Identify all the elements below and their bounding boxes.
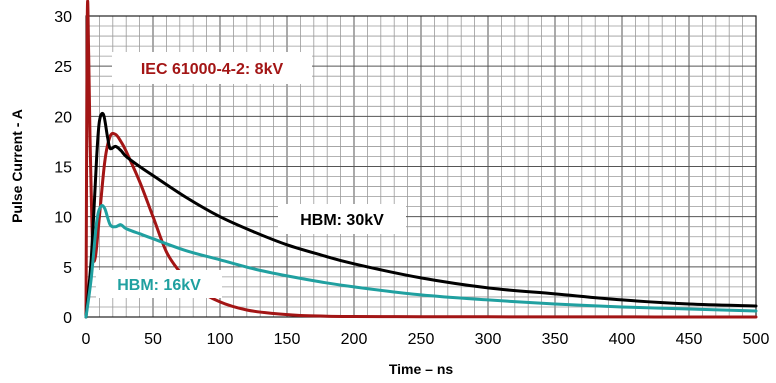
y-axis-title: Pulse Current - A: [9, 109, 25, 223]
x-axis-title: Time – ns: [389, 361, 454, 377]
x-tick-label: 500: [743, 331, 770, 348]
y-tick-label: 15: [54, 160, 72, 177]
tick-labels: 0 50 100 150 200 250 300 350 400 450 500 0 5 10 15 20 25…: [54, 9, 769, 348]
x-tick-label: 50: [144, 331, 162, 348]
iec-8kv-annotation: IEC 61000-4-2: 8kV: [141, 61, 284, 78]
iec-8kv-series-line: [84, 0, 758, 319]
x-tick-label: 150: [274, 331, 301, 348]
x-tick-label: 250: [408, 331, 435, 348]
x-tick-label: 300: [475, 331, 502, 348]
x-tick-label: 200: [341, 331, 368, 348]
x-tick-label: 450: [676, 331, 703, 348]
y-tick-label: 20: [54, 109, 72, 126]
y-tick-label: 30: [54, 9, 72, 26]
x-tick-label: 400: [609, 331, 636, 348]
y-tick-label: 10: [54, 210, 72, 227]
x-tick-label: 0: [82, 331, 91, 348]
iec-8kv-annotation-background: [112, 52, 312, 84]
hbm-16kv-annotation: HBM: 16kV: [117, 277, 201, 294]
annotations: IEC 61000-4-2: 8kV HBM: 30kV HBM: 16kV: [96, 52, 406, 298]
x-tick-label: 100: [207, 331, 234, 348]
hbm-30kv-annotation-background: [278, 204, 406, 234]
y-tick-label: 25: [54, 59, 72, 76]
hbm-30kv-series-line: [84, 111, 758, 319]
y-tick-label: 0: [63, 310, 72, 327]
x-tick-label: 350: [542, 331, 569, 348]
hbm-16kv-series-line: [84, 204, 758, 319]
hbm-30kv-annotation: HBM: 30kV: [300, 212, 384, 229]
series-group: [84, 0, 758, 319]
hbm-16kv-annotation-background: [96, 270, 222, 298]
y-tick-label: 5: [63, 260, 72, 277]
